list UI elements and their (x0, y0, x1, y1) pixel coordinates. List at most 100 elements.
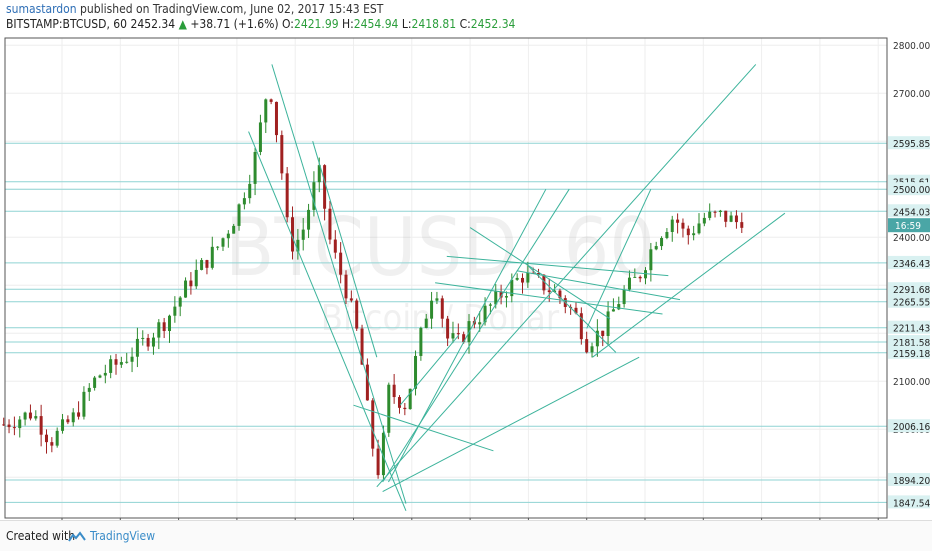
candle (232, 223, 236, 234)
candle (237, 203, 241, 231)
candle (168, 314, 172, 343)
tradingview-brand-link[interactable]: TradingView (90, 529, 156, 543)
candle (87, 383, 91, 401)
candle (189, 272, 193, 295)
candle (173, 296, 177, 323)
candle (595, 319, 599, 357)
candle (2, 417, 6, 426)
y-tick-label: 2100.00 (893, 377, 930, 388)
footer-bar: Created with TradingView (0, 520, 932, 551)
candle (569, 304, 573, 315)
candle (713, 210, 717, 218)
candle (349, 290, 353, 303)
trend-line-12 (528, 265, 617, 353)
trend-line-1 (271, 64, 407, 504)
candle (520, 273, 524, 294)
candle (644, 267, 648, 285)
candle (708, 203, 712, 221)
open-value: 2421.99 (293, 17, 339, 31)
candle (376, 439, 380, 479)
candle (692, 225, 696, 241)
published-text: published on TradingView.com, June 02, 2… (80, 2, 384, 16)
candle (274, 101, 278, 143)
candle (686, 225, 690, 245)
candle (339, 242, 343, 284)
level-price-label: 2454.03 (893, 207, 930, 218)
candle (542, 274, 546, 295)
trend-line-15 (592, 212, 786, 358)
candle (50, 437, 54, 453)
candle (606, 301, 610, 346)
candle (435, 291, 439, 305)
candle (724, 210, 728, 228)
up-arrow-icon: ▲ (178, 17, 187, 31)
candle (547, 278, 551, 302)
candle (125, 352, 129, 364)
candle (248, 174, 252, 204)
candle (499, 284, 503, 305)
trend-lines (248, 64, 786, 511)
symbol-label[interactable]: BITSTAMP:BTCUSD, 60 (6, 17, 128, 31)
candle (451, 321, 455, 344)
trend-line-6 (382, 188, 570, 483)
trend-line-13 (516, 270, 681, 301)
trend-line-0 (248, 131, 407, 511)
candle (611, 298, 615, 312)
candle (307, 203, 311, 239)
candle (61, 413, 65, 434)
candle (93, 375, 97, 391)
candle (510, 273, 514, 303)
candle (365, 358, 369, 401)
candle (381, 425, 385, 480)
level-price-badge (888, 294, 930, 308)
candle (146, 334, 150, 351)
candle (697, 213, 701, 235)
candle (34, 410, 38, 421)
chart-header-quote: BITSTAMP:BTCUSD, 60 2452.34 ▲ +38.71 (+1… (6, 17, 515, 31)
candle (205, 259, 209, 275)
level-price-badge (888, 282, 930, 296)
candle (264, 98, 268, 134)
candle (151, 332, 155, 355)
candle (109, 355, 113, 379)
price-axis[interactable]: 2000.002100.002400.002500.002700.002800.… (888, 41, 930, 509)
trend-line-3 (353, 404, 494, 452)
candle (440, 295, 444, 328)
high-label: H: (342, 17, 354, 31)
level-price-label: 2159.18 (893, 349, 930, 360)
candle (221, 237, 225, 251)
candle (55, 427, 59, 448)
candle (328, 200, 332, 245)
level-price-badge (888, 419, 930, 433)
candle (7, 419, 11, 434)
candle (430, 291, 434, 329)
level-price-badge (888, 472, 930, 486)
created-with-text: Created with (6, 529, 76, 543)
countdown-label: 16:59 (895, 221, 921, 232)
candle (312, 171, 316, 217)
trend-line-8 (399, 335, 459, 406)
candle (269, 98, 273, 105)
candle (82, 386, 86, 420)
level-price-badge (888, 335, 930, 349)
candle (638, 275, 642, 283)
candle (44, 429, 48, 454)
trend-line-5 (376, 64, 757, 488)
candle (579, 307, 583, 345)
trend-line-14 (586, 188, 652, 329)
candle (424, 313, 428, 329)
level-price-badge (888, 136, 930, 150)
candle (323, 164, 327, 221)
level-price-label: 2291.68 (893, 285, 930, 296)
y-tick-label: 2800.00 (893, 41, 930, 52)
high-value: 2454.94 (353, 17, 399, 31)
candle (681, 218, 685, 238)
candle (130, 347, 134, 373)
candle (178, 296, 182, 317)
candle (301, 218, 305, 251)
candle (601, 330, 605, 347)
candle (676, 213, 680, 234)
author-link[interactable]: sumastardon (6, 2, 77, 16)
level-price-label: 2595.85 (893, 139, 930, 150)
